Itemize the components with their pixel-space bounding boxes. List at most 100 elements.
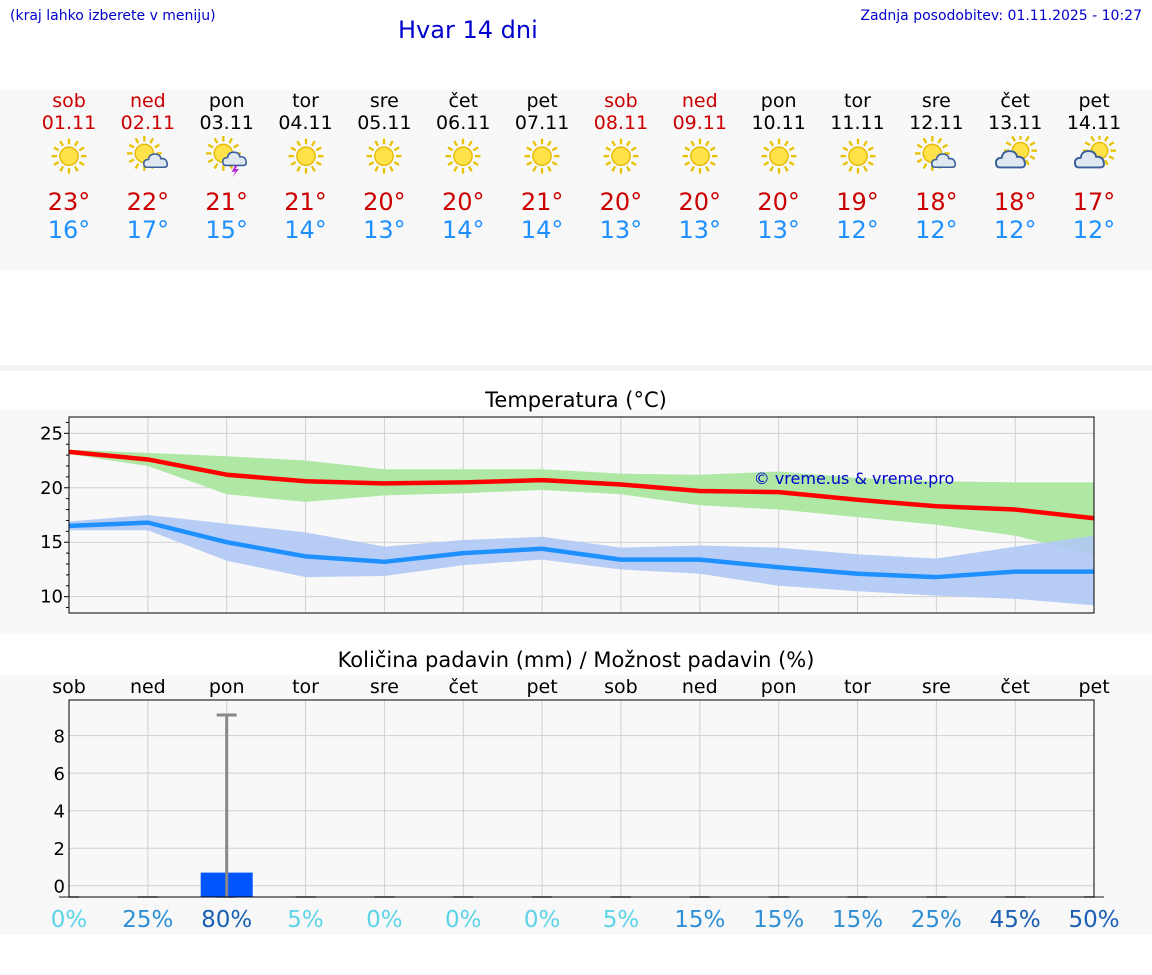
- x-category-label: sob: [52, 676, 86, 698]
- temperature-chart-title: Temperatura (°C): [485, 388, 667, 412]
- day-name: čet: [448, 90, 479, 112]
- precipitation-chart-title: Količina padavin (mm) / Možnost padavin …: [337, 648, 815, 672]
- precip-chance-label: 0%: [445, 907, 482, 933]
- day-date: 11.11: [830, 112, 885, 134]
- page-title: Hvar 14 dni: [398, 16, 538, 44]
- location-hint: (kraj lahko izberete v meniju): [10, 8, 216, 24]
- day-date: 14.11: [1066, 112, 1122, 134]
- min-temperature: 12°: [993, 216, 1037, 244]
- min-temperature: 15°: [205, 216, 248, 244]
- precip-chance-label: 0%: [366, 907, 403, 933]
- day-column: tor 11.11 19° 12°: [818, 90, 898, 244]
- min-temperature: 13°: [363, 216, 406, 244]
- day-column: pet 07.11 21° 14°: [502, 90, 582, 244]
- precip-chance-label: 50%: [1068, 907, 1119, 933]
- max-temperature: 19°: [836, 188, 879, 216]
- max-temperature: 21°: [284, 188, 327, 216]
- day-name: čet: [1000, 90, 1030, 112]
- day-date: 10.11: [751, 112, 806, 134]
- sun-icon: [682, 138, 718, 174]
- day-date: 03.11: [199, 112, 254, 134]
- x-category-label: pon: [209, 676, 245, 698]
- y-tick-label: 10: [40, 587, 63, 608]
- y-tick-label: 6: [54, 764, 65, 785]
- min-temperature-range-band: [69, 515, 1095, 606]
- day-date: 08.11: [593, 112, 649, 134]
- sun-icon: [603, 138, 639, 174]
- min-temperature: 17°: [126, 216, 170, 244]
- sun-icon: [366, 138, 402, 174]
- precip-chance-label: 0%: [524, 907, 561, 933]
- sun-icon: [524, 138, 560, 174]
- plot-frame: [68, 699, 1095, 898]
- y-tick-label: 20: [40, 478, 63, 499]
- precip-chance-label: 15%: [674, 907, 725, 933]
- y-tick-label: 2: [54, 839, 65, 860]
- day-date: 09.11: [672, 112, 727, 134]
- max-temperature-range-band: [69, 449, 1095, 556]
- max-temperature: 17°: [1072, 188, 1116, 216]
- precip-chance-label: 25%: [911, 907, 962, 933]
- min-temperature-line: [68, 520, 1095, 580]
- min-temperature: 14°: [441, 216, 485, 244]
- last-updated: Zadnja posodobitev: 01.11.2025 - 10:27: [860, 8, 1142, 24]
- precip-chance-label: 45%: [990, 907, 1041, 933]
- day-name: ned: [681, 90, 718, 112]
- day-name: pon: [760, 90, 797, 112]
- day-column: tor 04.11 21° 14°: [266, 90, 346, 244]
- day-column: sre 12.11 18° 12°: [896, 90, 976, 244]
- y-tick-label: 25: [40, 423, 63, 444]
- min-temperature: 12°: [1072, 216, 1116, 244]
- max-temperature: 20°: [599, 188, 643, 216]
- day-date: 01.11: [41, 112, 97, 134]
- max-temperature: 18°: [915, 188, 958, 216]
- day-column: pon 03.11 21° 15°: [187, 90, 267, 244]
- x-category-label: čet: [1000, 676, 1030, 698]
- max-temperature: 20°: [757, 188, 800, 216]
- x-category-label: tor: [844, 676, 871, 698]
- plot-frame: [68, 416, 1095, 614]
- day-column: pet 14.11 17° 12°: [1054, 90, 1134, 244]
- y-tick-label: 4: [54, 802, 65, 823]
- x-category-label: pet: [526, 676, 557, 698]
- precip-chance-label: 80%: [201, 907, 252, 933]
- sun-icon: [840, 138, 875, 174]
- x-category-label: tor: [292, 676, 319, 698]
- day-column: pon 10.11 20° 13°: [739, 90, 819, 244]
- precip-chance-label: 0%: [51, 907, 88, 933]
- max-temperature: 18°: [993, 188, 1037, 216]
- day-name: pet: [526, 90, 558, 112]
- sun-cloud-icon: [915, 136, 957, 171]
- sun-icon: [445, 138, 481, 174]
- y-tick-label: 8: [54, 727, 65, 748]
- max-temperature: 23°: [47, 188, 91, 216]
- day-column: sob 01.11 23° 16°: [29, 90, 109, 244]
- plot-area: [69, 700, 1094, 897]
- sun-cloud-icon: [126, 136, 168, 171]
- precip-chance-label: 5%: [287, 907, 324, 933]
- x-category-label: ned: [130, 676, 166, 698]
- day-column: sre 05.11 20° 13°: [344, 90, 424, 244]
- day-name: sob: [604, 90, 638, 112]
- day-date: 12.11: [909, 112, 964, 134]
- copyright-watermark: © vreme.us & vreme.pro: [754, 469, 955, 488]
- precip-chance-label: 15%: [753, 907, 804, 933]
- day-name: tor: [844, 90, 871, 112]
- day-name: sre: [921, 90, 951, 112]
- y-tick-label: 15: [40, 532, 63, 553]
- day-date: 02.11: [120, 112, 176, 134]
- day-date: 05.11: [357, 112, 412, 134]
- cloud-sun-icon: [1074, 136, 1117, 169]
- x-category-label: ned: [682, 676, 718, 698]
- x-category-label: pon: [761, 676, 797, 698]
- cloud-sun-icon: [995, 136, 1038, 169]
- max-temperature: 21°: [205, 188, 248, 216]
- day-column: sob 08.11 20° 13°: [581, 90, 661, 244]
- max-temperature: 20°: [363, 188, 406, 216]
- day-date: 13.11: [987, 112, 1043, 134]
- min-temperature: 12°: [915, 216, 958, 244]
- day-date: 07.11: [514, 112, 570, 134]
- separator: [0, 365, 1152, 371]
